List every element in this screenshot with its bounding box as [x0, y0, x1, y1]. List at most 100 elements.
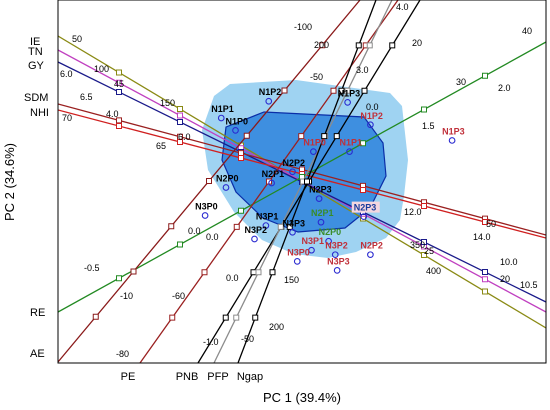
observation-label: N3P0: [287, 247, 310, 257]
vector-marker-nhi: [360, 187, 366, 193]
vector-marker-ngap: [338, 87, 345, 94]
observation-label: N3P2: [245, 225, 268, 235]
vector-marker-gy: [177, 119, 183, 125]
vector-marker-ie: [177, 106, 183, 112]
vector-marker-tn: [482, 276, 488, 283]
vector-marker-pe: [233, 223, 240, 230]
observation-point: [222, 184, 230, 191]
observation-point: [201, 212, 209, 219]
vector-marker-re: [482, 72, 488, 79]
vector-marker-pfp: [344, 87, 351, 94]
tick-label: 6.5: [80, 92, 93, 102]
vector-marker-pfp: [233, 314, 240, 321]
vector-marker-sdm: [116, 117, 122, 124]
tick-label: -1.0: [203, 337, 219, 347]
observation-label: N2P3: [309, 185, 332, 195]
observation-label: N3P2: [325, 241, 348, 251]
vector-marker-pe: [330, 87, 337, 94]
vector-marker-ae: [92, 313, 99, 320]
tick-label: 0.0: [188, 226, 201, 236]
observation-point: [333, 267, 341, 274]
observation-label: N2P1: [262, 169, 285, 179]
observation-point: [251, 235, 258, 243]
tick-label: -100: [294, 22, 312, 32]
observation-label: N2P1: [311, 208, 334, 218]
variable-label-ngap: Ngap: [237, 371, 263, 383]
vector-marker-re: [116, 275, 122, 282]
vector-marker-pnb: [361, 87, 368, 94]
observation-label: N3P1: [256, 212, 279, 222]
tick-label: 150: [160, 98, 175, 108]
vector-marker-pfp: [366, 42, 373, 49]
tick-label: 400: [426, 266, 441, 276]
vector-marker-ae: [206, 178, 212, 184]
observation-point: [310, 148, 317, 155]
vector-marker-ae: [319, 42, 326, 49]
tick-label: 70: [62, 113, 72, 123]
vector-marker-nhi: [421, 203, 427, 209]
observation-label: N1P0: [303, 138, 326, 148]
vector-marker-re: [238, 207, 244, 214]
observation-point: [346, 148, 353, 155]
vector-marker-pfp: [277, 223, 284, 230]
tick-label: 4.0: [106, 109, 119, 119]
observation-point: [344, 99, 351, 106]
observation-point: [262, 222, 270, 229]
observation-point: [325, 237, 332, 245]
observation-point: [360, 213, 368, 220]
vector-marker-pnb: [389, 42, 396, 49]
observation-point: [308, 246, 315, 254]
observation-point: [265, 97, 273, 105]
vector-marker-ae: [130, 268, 137, 275]
tick-label: 30: [456, 77, 466, 87]
tick-label: 2.0: [498, 83, 511, 93]
vector-marker-ngap: [286, 223, 293, 230]
variable-vectors: [58, 0, 546, 363]
observation-label: N2P3: [354, 203, 377, 213]
observation-label: N1P1: [340, 138, 363, 148]
vector-marker-ngap: [269, 269, 276, 276]
tick-label: -10: [120, 291, 133, 301]
observation-label: N3P3: [283, 218, 306, 228]
tick-label: -50: [310, 72, 323, 82]
tick-label: 0.0: [226, 273, 239, 283]
tick-label: 200: [269, 322, 284, 332]
vector-marker-re: [421, 106, 427, 113]
tick-label: 0.0: [206, 232, 219, 242]
variable-label-ae: AE: [30, 348, 45, 360]
tick-label: -50: [241, 334, 254, 344]
observation-label: N3P1: [302, 236, 325, 246]
variable-label-re: RE: [30, 307, 45, 319]
vector-marker-re: [177, 241, 183, 248]
vector-marker-ae: [168, 223, 175, 230]
tick-label: -0.5: [84, 263, 100, 273]
tick-label: 65: [156, 141, 166, 151]
variable-label-pnb: PNB: [176, 371, 199, 383]
vector-marker-ae: [281, 87, 288, 94]
tick-label: 1.5: [422, 121, 435, 131]
tick-label: 40: [522, 26, 532, 36]
observation-point: [289, 228, 296, 236]
vector-marker-tn: [116, 79, 122, 86]
observation-point: [448, 137, 456, 144]
tick-label: -80: [116, 349, 129, 359]
tick-label: 50: [72, 34, 82, 44]
observation-label: N3P0: [195, 201, 218, 211]
tick-label: 12.0: [404, 207, 422, 217]
observation-point: [367, 121, 374, 129]
tick-label: 100: [94, 64, 109, 74]
variable-label-pfp: PFP: [207, 371, 228, 383]
tick-label: -60: [172, 291, 185, 301]
tick-label: 45: [114, 79, 124, 89]
observation-point: [331, 251, 339, 259]
tick-label: 150: [284, 275, 299, 285]
vector-marker-ie: [482, 288, 488, 295]
plot-frame: [57, 0, 547, 364]
tick-label: 10.0: [500, 257, 518, 267]
vector-marker-gy: [482, 269, 488, 275]
tick-label: 50: [486, 219, 496, 229]
vector-marker-nhi: [238, 155, 244, 161]
observation-label: N1P3: [442, 126, 465, 136]
observation-label-highlight: [351, 201, 380, 213]
